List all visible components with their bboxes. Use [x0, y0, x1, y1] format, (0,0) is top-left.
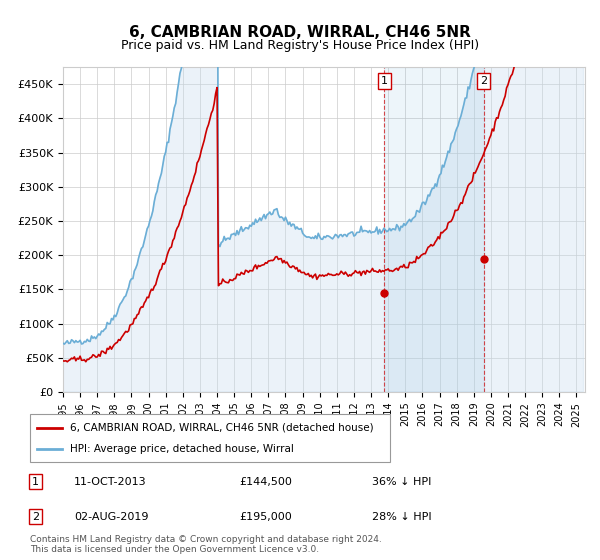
Bar — [385, 67, 484, 392]
Text: Price paid vs. HM Land Registry's House Price Index (HPI): Price paid vs. HM Land Registry's House … — [121, 39, 479, 52]
Text: 28% ↓ HPI: 28% ↓ HPI — [372, 512, 432, 521]
Text: 1: 1 — [381, 76, 388, 86]
Text: 36% ↓ HPI: 36% ↓ HPI — [372, 477, 431, 487]
Text: £195,000: £195,000 — [240, 512, 293, 521]
Text: HPI: Average price, detached house, Wirral: HPI: Average price, detached house, Wirr… — [70, 444, 293, 454]
Text: Contains HM Land Registry data © Crown copyright and database right 2024.
This d: Contains HM Land Registry data © Crown c… — [30, 535, 382, 554]
Text: 02-AUG-2019: 02-AUG-2019 — [74, 512, 149, 521]
Text: 2: 2 — [32, 512, 39, 521]
Text: £144,500: £144,500 — [240, 477, 293, 487]
Text: 11-OCT-2013: 11-OCT-2013 — [74, 477, 147, 487]
Text: 1: 1 — [32, 477, 39, 487]
FancyBboxPatch shape — [30, 414, 390, 462]
Text: 6, CAMBRIAN ROAD, WIRRAL, CH46 5NR: 6, CAMBRIAN ROAD, WIRRAL, CH46 5NR — [129, 25, 471, 40]
Text: 2: 2 — [480, 76, 487, 86]
Text: 6, CAMBRIAN ROAD, WIRRAL, CH46 5NR (detached house): 6, CAMBRIAN ROAD, WIRRAL, CH46 5NR (deta… — [70, 423, 373, 433]
